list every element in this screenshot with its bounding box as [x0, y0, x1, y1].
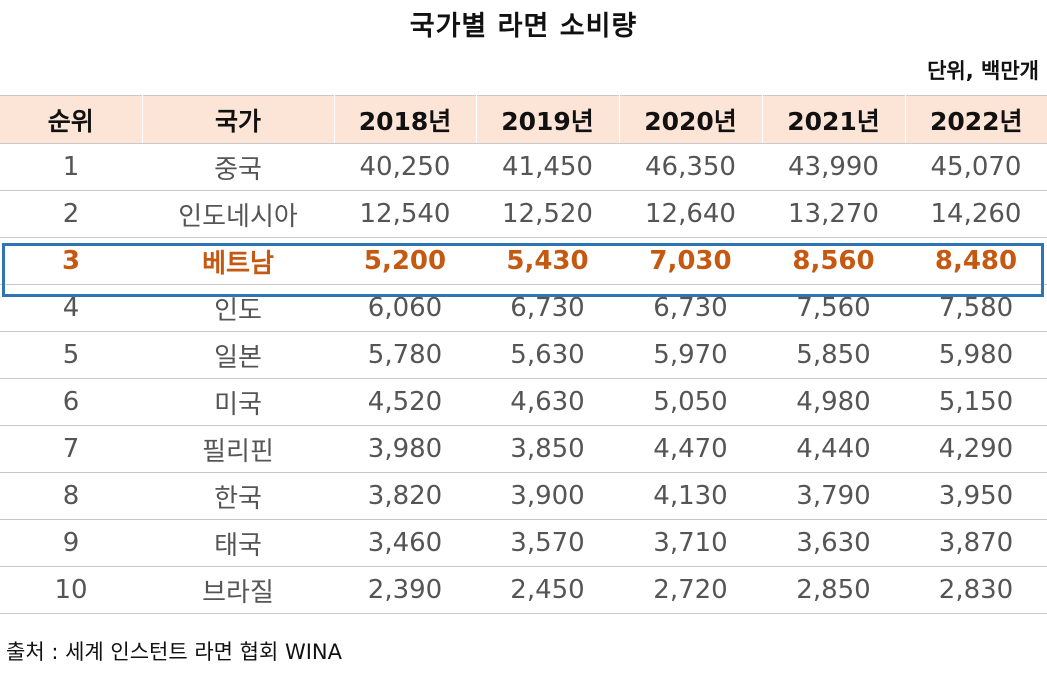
value-cell: 41,450: [476, 143, 619, 191]
unit-label: 단위, 백만개: [927, 59, 1039, 83]
value-cell: 2,830: [905, 566, 1047, 614]
value-cell: 5,850: [762, 331, 905, 379]
value-cell: 12,540: [334, 190, 476, 238]
table-row: 1 중국 40,250 41,450 46,350 43,990 45,070: [0, 143, 1047, 191]
table-row: 4 인도 6,060 6,730 6,730 7,560 7,580: [0, 284, 1047, 332]
table-row: 7 필리핀 3,980 3,850 4,470 4,440 4,290: [0, 425, 1047, 473]
value-cell: 5,150: [905, 378, 1047, 426]
country-cell: 인도네시아: [142, 190, 334, 238]
value-cell: 13,270: [762, 190, 905, 238]
value-cell: 4,520: [334, 378, 476, 426]
chart-title: 국가별 라면 소비량: [409, 11, 638, 42]
header-2022: 2022년: [905, 95, 1047, 144]
country-cell: 미국: [142, 378, 334, 426]
value-cell: 3,460: [334, 519, 476, 567]
value-cell: 3,790: [762, 472, 905, 520]
value-cell: 3,870: [905, 519, 1047, 567]
value-cell: 46,350: [619, 143, 762, 191]
source-note: 출처 : 세계 인스턴트 라면 협회 WINA: [6, 640, 342, 664]
value-cell: 6,730: [619, 284, 762, 332]
rank-cell: 7: [0, 425, 142, 473]
value-cell: 7,030: [619, 237, 762, 285]
header-country: 국가: [142, 95, 335, 144]
table-row: 9 태국 3,460 3,570 3,710 3,630 3,870: [0, 519, 1047, 567]
value-cell: 3,900: [476, 472, 619, 520]
country-cell: 태국: [142, 519, 334, 567]
country-cell: 브라질: [142, 566, 334, 614]
rank-cell: 1: [0, 143, 142, 191]
rank-cell: 2: [0, 190, 142, 238]
table-row: 5 일본 5,780 5,630 5,970 5,850 5,980: [0, 331, 1047, 379]
table-body: 1 중국 40,250 41,450 46,350 43,990 45,070 2 인도네시아 1…: [0, 143, 1047, 614]
value-cell: 3,980: [334, 425, 476, 473]
rank-cell: 3: [0, 237, 142, 285]
country-cell: 한국: [142, 472, 334, 520]
value-cell: 3,630: [762, 519, 905, 567]
country-cell: 일본: [142, 331, 334, 379]
value-cell: 3,950: [905, 472, 1047, 520]
table-row: 3 베트남 5,200 5,430 7,030 8,560 8,480: [0, 237, 1047, 285]
rank-cell: 10: [0, 566, 142, 614]
value-cell: 45,070: [905, 143, 1047, 191]
table-row: 6 미국 4,520 4,630 5,050 4,980 5,150: [0, 378, 1047, 426]
value-cell: 3,850: [476, 425, 619, 473]
value-cell: 5,780: [334, 331, 476, 379]
header-2021: 2021년: [762, 95, 906, 144]
value-cell: 4,470: [619, 425, 762, 473]
country-cell: 베트남: [142, 237, 334, 285]
value-cell: 5,970: [619, 331, 762, 379]
value-cell: 4,440: [762, 425, 905, 473]
value-cell: 12,520: [476, 190, 619, 238]
value-cell: 6,060: [334, 284, 476, 332]
value-cell: 2,450: [476, 566, 619, 614]
value-cell: 2,850: [762, 566, 905, 614]
value-cell: 40,250: [334, 143, 476, 191]
value-cell: 2,720: [619, 566, 762, 614]
header-rank: 순위: [0, 95, 143, 144]
table-row: 10 브라질 2,390 2,450 2,720 2,850 2,830: [0, 566, 1047, 614]
value-cell: 2,390: [334, 566, 476, 614]
rank-cell: 6: [0, 378, 142, 426]
value-cell: 12,640: [619, 190, 762, 238]
table-row: 8 한국 3,820 3,900 4,130 3,790 3,950: [0, 472, 1047, 520]
header-2020: 2020년: [619, 95, 763, 144]
value-cell: 5,430: [476, 237, 619, 285]
table-row: 2 인도네시아 12,540 12,520 12,640 13,270 14,260: [0, 190, 1047, 238]
value-cell: 6,730: [476, 284, 619, 332]
rank-cell: 9: [0, 519, 142, 567]
value-cell: 8,480: [905, 237, 1047, 285]
value-cell: 14,260: [905, 190, 1047, 238]
value-cell: 5,980: [905, 331, 1047, 379]
country-cell: 인도: [142, 284, 334, 332]
value-cell: 4,130: [619, 472, 762, 520]
table-header-row: 순위 국가 2018년 2019년 2020년 2021년 2022년: [0, 95, 1047, 144]
value-cell: 5,200: [334, 237, 476, 285]
header-2018: 2018년: [334, 95, 477, 144]
value-cell: 4,630: [476, 378, 619, 426]
value-cell: 3,820: [334, 472, 476, 520]
value-cell: 5,050: [619, 378, 762, 426]
country-cell: 중국: [142, 143, 334, 191]
value-cell: 43,990: [762, 143, 905, 191]
value-cell: 8,560: [762, 237, 905, 285]
value-cell: 3,570: [476, 519, 619, 567]
value-cell: 7,580: [905, 284, 1047, 332]
value-cell: 4,980: [762, 378, 905, 426]
value-cell: 4,290: [905, 425, 1047, 473]
header-2019: 2019년: [476, 95, 620, 144]
value-cell: 7,560: [762, 284, 905, 332]
rank-cell: 5: [0, 331, 142, 379]
country-cell: 필리핀: [142, 425, 334, 473]
value-cell: 3,710: [619, 519, 762, 567]
rank-cell: 8: [0, 472, 142, 520]
rank-cell: 4: [0, 284, 142, 332]
ramen-consumption-table: 순위 국가 2018년 2019년 2020년 2021년 2022년 1 중국 4…: [0, 95, 1047, 614]
value-cell: 5,630: [476, 331, 619, 379]
